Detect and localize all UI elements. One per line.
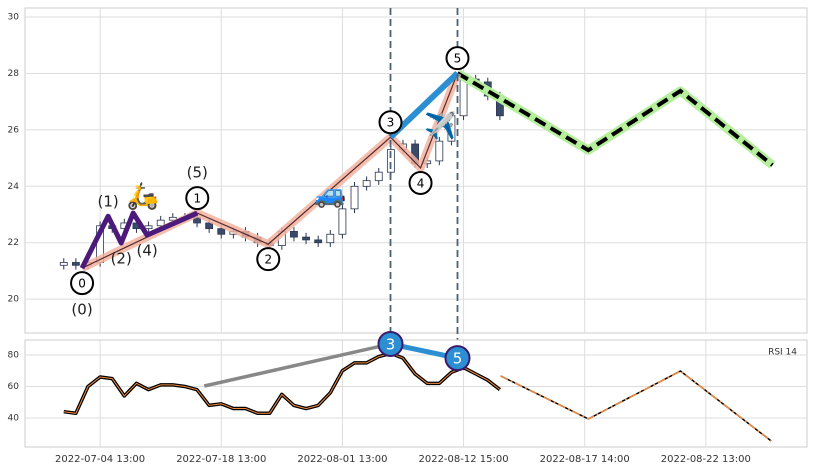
wave-label-circle [185, 186, 210, 211]
wave-label: (0) [71, 301, 92, 319]
icon: ✈️ [424, 110, 456, 142]
candle-body [302, 236, 310, 241]
wave-marker-label: 3 [386, 335, 396, 353]
wave-label: 2 [264, 253, 272, 267]
candle-body [156, 219, 165, 227]
wave-label-circle [408, 170, 433, 195]
x-tick-label: 2022-08-17 14:00 [540, 454, 630, 465]
candle-body [326, 233, 335, 244]
candle-body [71, 262, 80, 266]
wave-label: 4 [417, 176, 425, 190]
x-tick-label: 2022-08-12 15:00 [418, 454, 508, 465]
candle-body [59, 262, 68, 266]
plot-area [24, 7, 808, 334]
wave-marker [377, 330, 404, 357]
candle-body [386, 149, 395, 173]
candle-body [459, 78, 468, 117]
candle-body [290, 231, 298, 238]
wave-label: (2) [111, 250, 132, 268]
wave-label: 1 [193, 192, 201, 206]
wave-label: (5) [187, 164, 208, 182]
candle-body [217, 228, 226, 235]
x-tick-label: 2022-07-18 13:00 [176, 454, 266, 465]
y-tick-label: 40 [8, 414, 20, 424]
icon: 🚙 [314, 180, 346, 210]
candle-body [447, 115, 456, 142]
wave-label: (4) [136, 242, 157, 260]
y-tick-label: 22 [8, 238, 19, 248]
y-tick-label: 30 [8, 13, 20, 23]
projection-line [500, 370, 772, 442]
wave-label: 5 [454, 52, 462, 66]
icon: 🛵 [127, 182, 159, 212]
x-tick-label: 2022-08-22 13:00 [661, 454, 751, 465]
candle-body [374, 171, 383, 182]
wave-label: 0 [78, 277, 86, 291]
y-tick-label: 20 [8, 295, 20, 305]
trend-line [203, 342, 391, 388]
candle-body [338, 208, 347, 235]
wave-marker [444, 345, 471, 372]
y-tick-label: 28 [8, 69, 20, 79]
y-tick-label: 26 [8, 125, 20, 135]
x-tick-label: 2022-08-01 13:00 [297, 454, 387, 465]
projection-line [456, 71, 774, 167]
candle-body [435, 140, 444, 162]
wave-line [79, 210, 199, 270]
wave-label: 3 [387, 116, 395, 130]
panel-title: RSI 14 [768, 348, 797, 358]
candle-body [144, 225, 153, 230]
wave-label-circle [378, 110, 403, 135]
candle-body [350, 185, 359, 210]
plot-area [24, 339, 808, 448]
wave-label-circle [445, 46, 470, 71]
wave-label-circle [256, 247, 281, 272]
y-tick-label: 60 [8, 382, 20, 392]
candle-body [314, 239, 323, 244]
wave-marker-label: 5 [453, 350, 463, 368]
candle-body [362, 180, 371, 187]
rsi-line [63, 352, 501, 414]
y-tick-label: 80 [8, 350, 20, 360]
wave-label: (1) [97, 193, 118, 211]
wave-label-circle [70, 271, 95, 296]
y-tick-label: 24 [8, 182, 20, 192]
x-tick-label: 2022-07-04 13:00 [55, 454, 145, 465]
candle-body [205, 222, 214, 230]
